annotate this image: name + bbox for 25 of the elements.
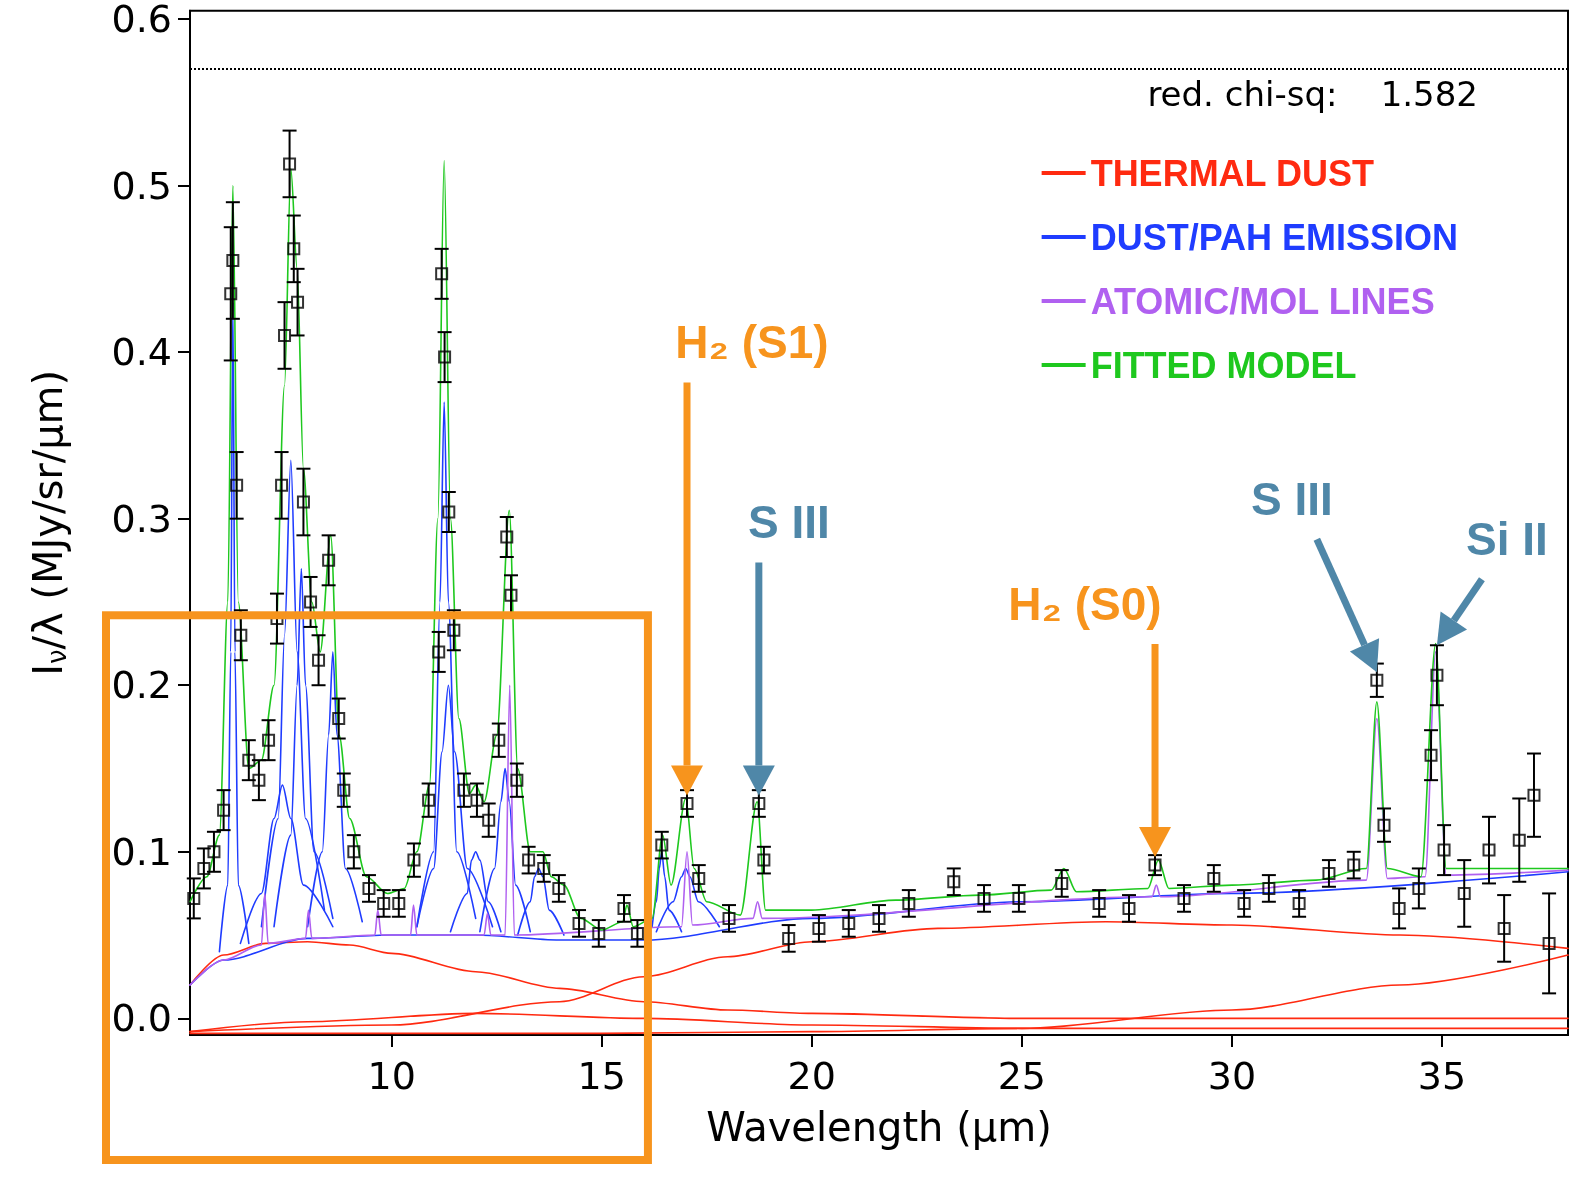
annotation: red. chi-sq: 1.582 [1147, 73, 1478, 114]
annotation: S III [1250, 473, 1333, 526]
legend-label: DUST/PAH EMISSION [1090, 216, 1459, 258]
y-tick-label: 0.4 [111, 330, 172, 375]
y-tick-label: 0.3 [111, 496, 172, 541]
y-tick-label: 0.2 [111, 663, 172, 708]
x-tick-label: 25 [997, 1054, 1047, 1098]
legend-label: ATOMIC/MOL LINES [1090, 280, 1435, 322]
annotation: Si II [1466, 513, 1548, 566]
y-tick-label: 0.5 [111, 163, 172, 208]
y-tick-label: 0.0 [111, 996, 172, 1041]
annotation: H₂ (S1) [675, 316, 829, 369]
x-axis-title: Wavelength (μm) [706, 1104, 1052, 1150]
legend-label: THERMAL DUST [1090, 152, 1374, 194]
legend-label: FITTED MODEL [1090, 344, 1357, 386]
x-tick-label: 20 [787, 1054, 836, 1098]
x-tick-label: 15 [577, 1054, 626, 1098]
x-tick-label: 30 [1207, 1054, 1257, 1098]
x-tick-label: 10 [367, 1054, 416, 1098]
y-axis-title: Iν/λ (MJy/sr/μm) [25, 369, 72, 676]
annotation: S III [747, 496, 830, 549]
y-tick-label: 0.6 [111, 0, 172, 41]
annotation: H₂ (S0) [1008, 578, 1162, 631]
y-tick-label: 0.1 [111, 829, 172, 874]
x-tick-label: 35 [1417, 1054, 1467, 1098]
